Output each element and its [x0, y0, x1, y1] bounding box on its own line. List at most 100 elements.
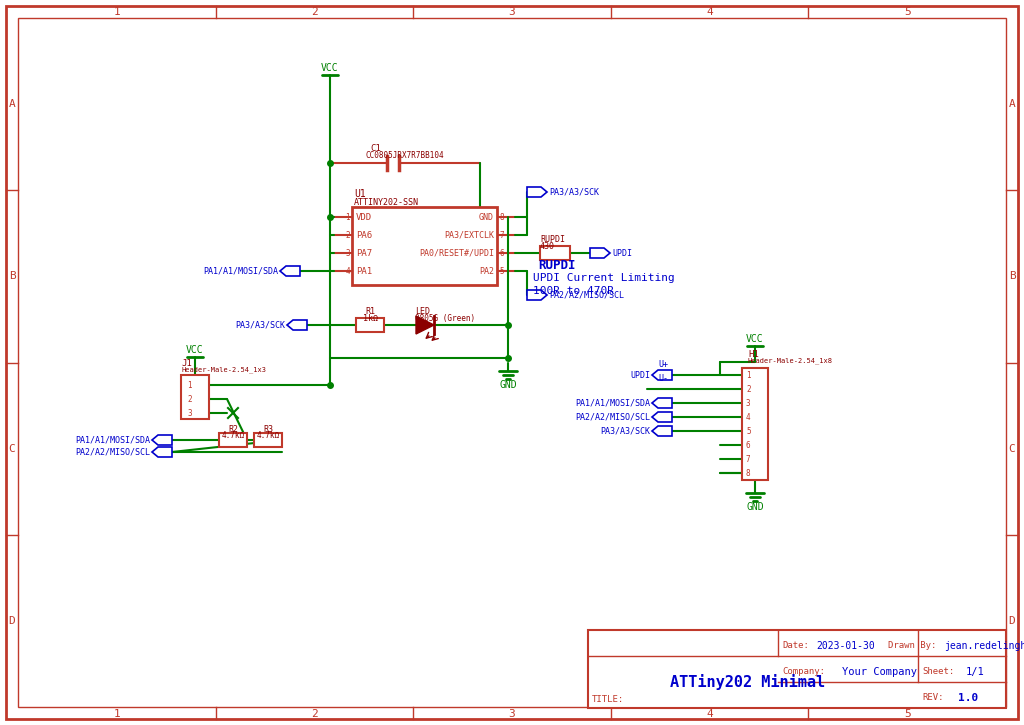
Text: 7: 7: [746, 455, 751, 463]
Text: 5: 5: [904, 7, 910, 17]
Text: 430: 430: [540, 241, 555, 251]
Text: UPDI Current Limiting: UPDI Current Limiting: [534, 273, 675, 283]
Text: Sheet:: Sheet:: [922, 668, 954, 676]
Bar: [181, 375, 209, 419]
Text: PA3/A3/SCK: PA3/A3/SCK: [600, 426, 650, 436]
Bar: [588, 630, 1006, 708]
Text: GND: GND: [479, 212, 494, 222]
Text: R3: R3: [263, 425, 273, 434]
Text: PA2/A2/MISO/SCL: PA2/A2/MISO/SCL: [575, 413, 650, 421]
Polygon shape: [652, 412, 672, 422]
Text: PA1/A1/MOSI/SDA: PA1/A1/MOSI/SDA: [575, 399, 650, 407]
Text: ATTINY202-SSN: ATTINY202-SSN: [354, 197, 419, 207]
Text: 3: 3: [509, 7, 515, 17]
Text: UPDI: UPDI: [630, 370, 650, 379]
Text: 2: 2: [311, 709, 317, 719]
Text: PA3/A3/SCK: PA3/A3/SCK: [234, 320, 285, 329]
Polygon shape: [280, 266, 300, 276]
Text: 5: 5: [746, 426, 751, 436]
Text: PA6: PA6: [356, 231, 372, 239]
Text: D: D: [8, 616, 15, 626]
Text: VCC: VCC: [746, 334, 764, 344]
Text: Header-Male-2.54_1x3: Header-Male-2.54_1x3: [181, 367, 266, 373]
Text: CC0805JRX7R7BB104: CC0805JRX7R7BB104: [365, 151, 443, 160]
Text: VCC: VCC: [322, 63, 339, 73]
Text: 6: 6: [499, 249, 504, 257]
Text: RUPDI: RUPDI: [540, 234, 565, 244]
Text: TITLE:: TITLE:: [592, 695, 625, 705]
Bar: [540, 246, 570, 260]
Text: 1: 1: [187, 381, 191, 389]
Text: 4: 4: [746, 413, 751, 421]
Text: 1/1: 1/1: [966, 667, 985, 677]
Text: 3: 3: [509, 709, 515, 719]
Bar: [352, 207, 497, 285]
Text: J1: J1: [181, 358, 191, 368]
Text: C1: C1: [370, 144, 381, 152]
Bar: [356, 318, 384, 332]
Text: PA1/A1/MOSI/SDA: PA1/A1/MOSI/SDA: [75, 436, 150, 444]
Text: PA3/A3/SCK: PA3/A3/SCK: [549, 188, 599, 196]
Text: UPDI: UPDI: [612, 249, 632, 257]
Text: 100R to 470R: 100R to 470R: [534, 286, 614, 296]
Text: VCC: VCC: [186, 345, 204, 355]
Text: U-: U-: [658, 373, 668, 383]
Text: 6: 6: [746, 441, 751, 450]
Text: 0805G (Green): 0805G (Green): [415, 313, 475, 323]
Text: PA2: PA2: [479, 267, 494, 276]
Text: 1: 1: [114, 709, 120, 719]
Polygon shape: [527, 187, 547, 197]
Text: VDD: VDD: [356, 212, 372, 222]
Text: LED: LED: [415, 307, 430, 315]
Text: R2: R2: [228, 425, 238, 434]
Text: 4.7kΩ: 4.7kΩ: [221, 431, 245, 439]
Text: R1: R1: [365, 307, 375, 315]
Text: PA2/A2/MISO/SCL: PA2/A2/MISO/SCL: [549, 291, 624, 299]
Text: A: A: [8, 99, 15, 109]
Text: PA1/A1/MOSI/SDA: PA1/A1/MOSI/SDA: [203, 267, 278, 276]
Text: 3: 3: [746, 399, 751, 407]
Polygon shape: [152, 435, 172, 445]
Polygon shape: [652, 398, 672, 408]
Polygon shape: [416, 316, 434, 334]
Text: Drawn By:: Drawn By:: [888, 642, 936, 650]
Polygon shape: [652, 426, 672, 436]
Polygon shape: [527, 290, 547, 300]
Text: 2: 2: [187, 394, 191, 404]
Bar: [219, 433, 247, 447]
Text: ATTiny202 Minimal: ATTiny202 Minimal: [671, 674, 825, 690]
Text: PA7: PA7: [356, 249, 372, 257]
Text: Header-Male-2.54_1x8: Header-Male-2.54_1x8: [748, 357, 833, 365]
Text: 5: 5: [499, 267, 504, 276]
Text: RUPDI: RUPDI: [538, 259, 575, 271]
Text: PA2/A2/MISO/SCL: PA2/A2/MISO/SCL: [75, 447, 150, 457]
Text: 1kΩ: 1kΩ: [362, 313, 378, 323]
Text: GND: GND: [499, 380, 517, 390]
Text: 4: 4: [707, 709, 713, 719]
Text: D: D: [1009, 616, 1016, 626]
Text: U1: U1: [354, 189, 366, 199]
Text: Company:: Company:: [782, 668, 825, 676]
Text: 2: 2: [311, 7, 317, 17]
Polygon shape: [287, 320, 307, 330]
Text: 2: 2: [746, 384, 751, 394]
Text: 5: 5: [904, 709, 910, 719]
Text: C: C: [8, 444, 15, 454]
Text: B: B: [8, 271, 15, 281]
Text: 2: 2: [345, 231, 350, 239]
Bar: [742, 368, 768, 480]
Text: 1.0: 1.0: [958, 693, 978, 703]
Polygon shape: [152, 447, 172, 457]
Text: 1: 1: [345, 212, 350, 222]
Text: B: B: [1009, 271, 1016, 281]
Text: PA0/RESET#/UPDI: PA0/RESET#/UPDI: [419, 249, 494, 257]
Text: 1: 1: [746, 370, 751, 379]
Text: A: A: [1009, 99, 1016, 109]
Text: 8: 8: [746, 468, 751, 478]
Text: H1: H1: [748, 349, 759, 358]
Text: 2023-01-30: 2023-01-30: [816, 641, 874, 651]
Text: 4: 4: [345, 267, 350, 276]
Text: 4: 4: [707, 7, 713, 17]
Text: 8: 8: [499, 212, 504, 222]
Text: 1: 1: [114, 7, 120, 17]
